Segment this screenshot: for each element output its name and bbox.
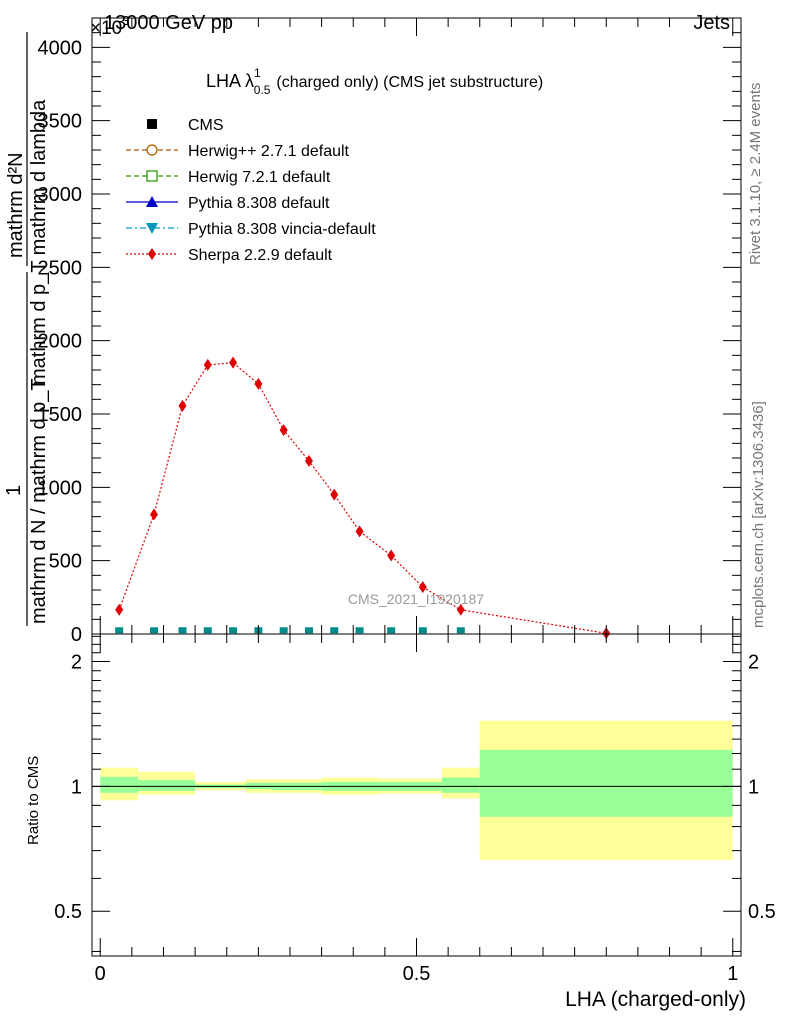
- sherpa-point-4: [229, 356, 238, 369]
- main-ytick-label-4: 2000: [38, 331, 83, 353]
- cms-point-8: [330, 627, 339, 634]
- sherpa-point-2: [178, 399, 187, 412]
- ratio-inner-band-7: [441, 777, 480, 793]
- sherpa-point-5: [254, 377, 263, 390]
- legend-marker-0: [147, 119, 157, 129]
- main-plot-frame: [91, 17, 742, 635]
- sherpa-point-12: [456, 603, 465, 616]
- energy-label: 13000 GeV pp: [104, 12, 233, 34]
- mcplots-label: mcplots.cern.ch [arXiv:1306.3436]: [750, 401, 767, 628]
- cms-point-9: [355, 627, 364, 634]
- cms-point-2: [178, 627, 187, 634]
- cms-point-0: [115, 627, 124, 634]
- ratio-ytick-label-left-1: 1: [71, 776, 82, 798]
- legend-marker-1: [146, 144, 158, 156]
- cms-point-7: [304, 627, 313, 634]
- ratio-ytick-label-right-2: 2: [748, 652, 759, 674]
- cms-point-12: [456, 627, 465, 634]
- ylabel-prefix-denominator: mathrm d N / mathrm d p_T: [28, 378, 50, 624]
- ratio-ytick-label-left-0: 0.5: [54, 901, 82, 923]
- cms-point-11: [418, 627, 427, 634]
- rivet-label: Rivet 3.1.10, ≥ 2.4M events: [747, 83, 764, 266]
- analysis-watermark: CMS_2021_I1920187: [348, 591, 484, 607]
- sherpa-point-9: [355, 525, 364, 538]
- ratio-xtick-label-2: 1: [727, 963, 738, 985]
- x-axis-label: LHA (charged-only): [565, 988, 746, 1011]
- cms-point-10: [387, 627, 396, 634]
- axes-ticks: 0 500 1000 1500 2000 2500 3000 3500 4000 0 0.5 1 0.5…: [38, 18, 776, 985]
- legend: CMS Herwig++ 2.7.1 default Herwig 7.2.1 de…: [126, 117, 376, 264]
- legend-label-2: Herwig 7.2.1 default: [188, 169, 331, 186]
- sherpa-point-10: [387, 549, 396, 562]
- legend-label-5: Sherpa 2.2.9 default: [188, 247, 333, 264]
- ratio-inner-band-1: [138, 780, 196, 791]
- sherpa-point-0: [115, 603, 124, 616]
- main-ytick-label-7: 3500: [38, 111, 83, 133]
- ratio-ytick-label-right-0: 0.5: [748, 901, 776, 923]
- ratio-inner-band-0: [100, 776, 139, 793]
- legend-label-3: Pythia 8.308 default: [188, 195, 330, 212]
- title-sub: 0.5: [254, 83, 271, 97]
- process-label: Jets: [693, 12, 730, 34]
- title-sup: 1: [254, 66, 261, 80]
- exponent-power: 3: [122, 13, 129, 28]
- legend-label-1: Herwig++ 2.7.1 default: [188, 143, 350, 160]
- ratio-xtick-label-1: 0.5: [403, 963, 431, 985]
- ratio-xtick-label-0: 0: [95, 963, 106, 985]
- sherpa-point-3: [203, 358, 212, 371]
- legend-marker-3: [146, 196, 158, 207]
- ratio-uncertainty-bands: [92, 720, 741, 860]
- cms-point-3: [203, 627, 212, 634]
- title-main: LHA λ: [206, 71, 254, 91]
- main-plot-data: [115, 356, 611, 640]
- legend-marker-2: [146, 170, 158, 182]
- main-ytick-label-6: 3000: [38, 184, 83, 206]
- sherpa-point-7: [304, 454, 313, 467]
- sherpa-point-8: [330, 488, 339, 501]
- main-ytick-label-8: 4000: [38, 37, 83, 59]
- title-rest: (charged only) (CMS jet substructure): [276, 74, 543, 91]
- legend-marker-5: [148, 248, 156, 260]
- main-y-axis-label: mathrm d²N mathrm d p_T mathrm d lambda …: [3, 32, 50, 626]
- main-ytick-label-5: 2500: [38, 257, 83, 279]
- ratio-ytick-label-right-1: 1: [748, 776, 759, 798]
- ylabel-prefix: 1: [3, 485, 25, 496]
- cms-point-6: [279, 627, 288, 634]
- exponent-label: ×103: [90, 13, 129, 39]
- sherpa-point-6: [279, 424, 288, 437]
- cms-point-1: [149, 627, 158, 634]
- main-ytick-label-0: 0: [71, 624, 82, 646]
- main-ytick-label-1: 500: [49, 551, 82, 573]
- main-ytick-label-3: 1500: [38, 404, 83, 426]
- sherpa-series-line: [118, 362, 607, 634]
- legend-label-0: CMS: [188, 117, 224, 134]
- plot-title: LHA λ1 0.5 (charged only) (CMS jet substru…: [206, 66, 543, 97]
- ratio-ytick-label-left-2: 2: [71, 652, 82, 674]
- ylabel-top-numerator: mathrm d²N: [5, 152, 27, 258]
- main-ytick-label-2: 1000: [38, 477, 83, 499]
- legend-label-4: Pythia 8.308 vincia-default: [188, 221, 376, 238]
- ylabel-top-denominator: mathrm d p_T mathrm d lambda: [28, 99, 50, 385]
- sherpa-point-11: [418, 581, 427, 594]
- legend-marker-4: [146, 223, 158, 234]
- ratio-y-axis-label: Ratio to CMS: [25, 756, 42, 845]
- exponent-base: ×10: [90, 18, 122, 39]
- sherpa-point-1: [149, 508, 158, 521]
- cms-point-4: [229, 627, 238, 634]
- ratio-inner-band-8: [479, 749, 733, 817]
